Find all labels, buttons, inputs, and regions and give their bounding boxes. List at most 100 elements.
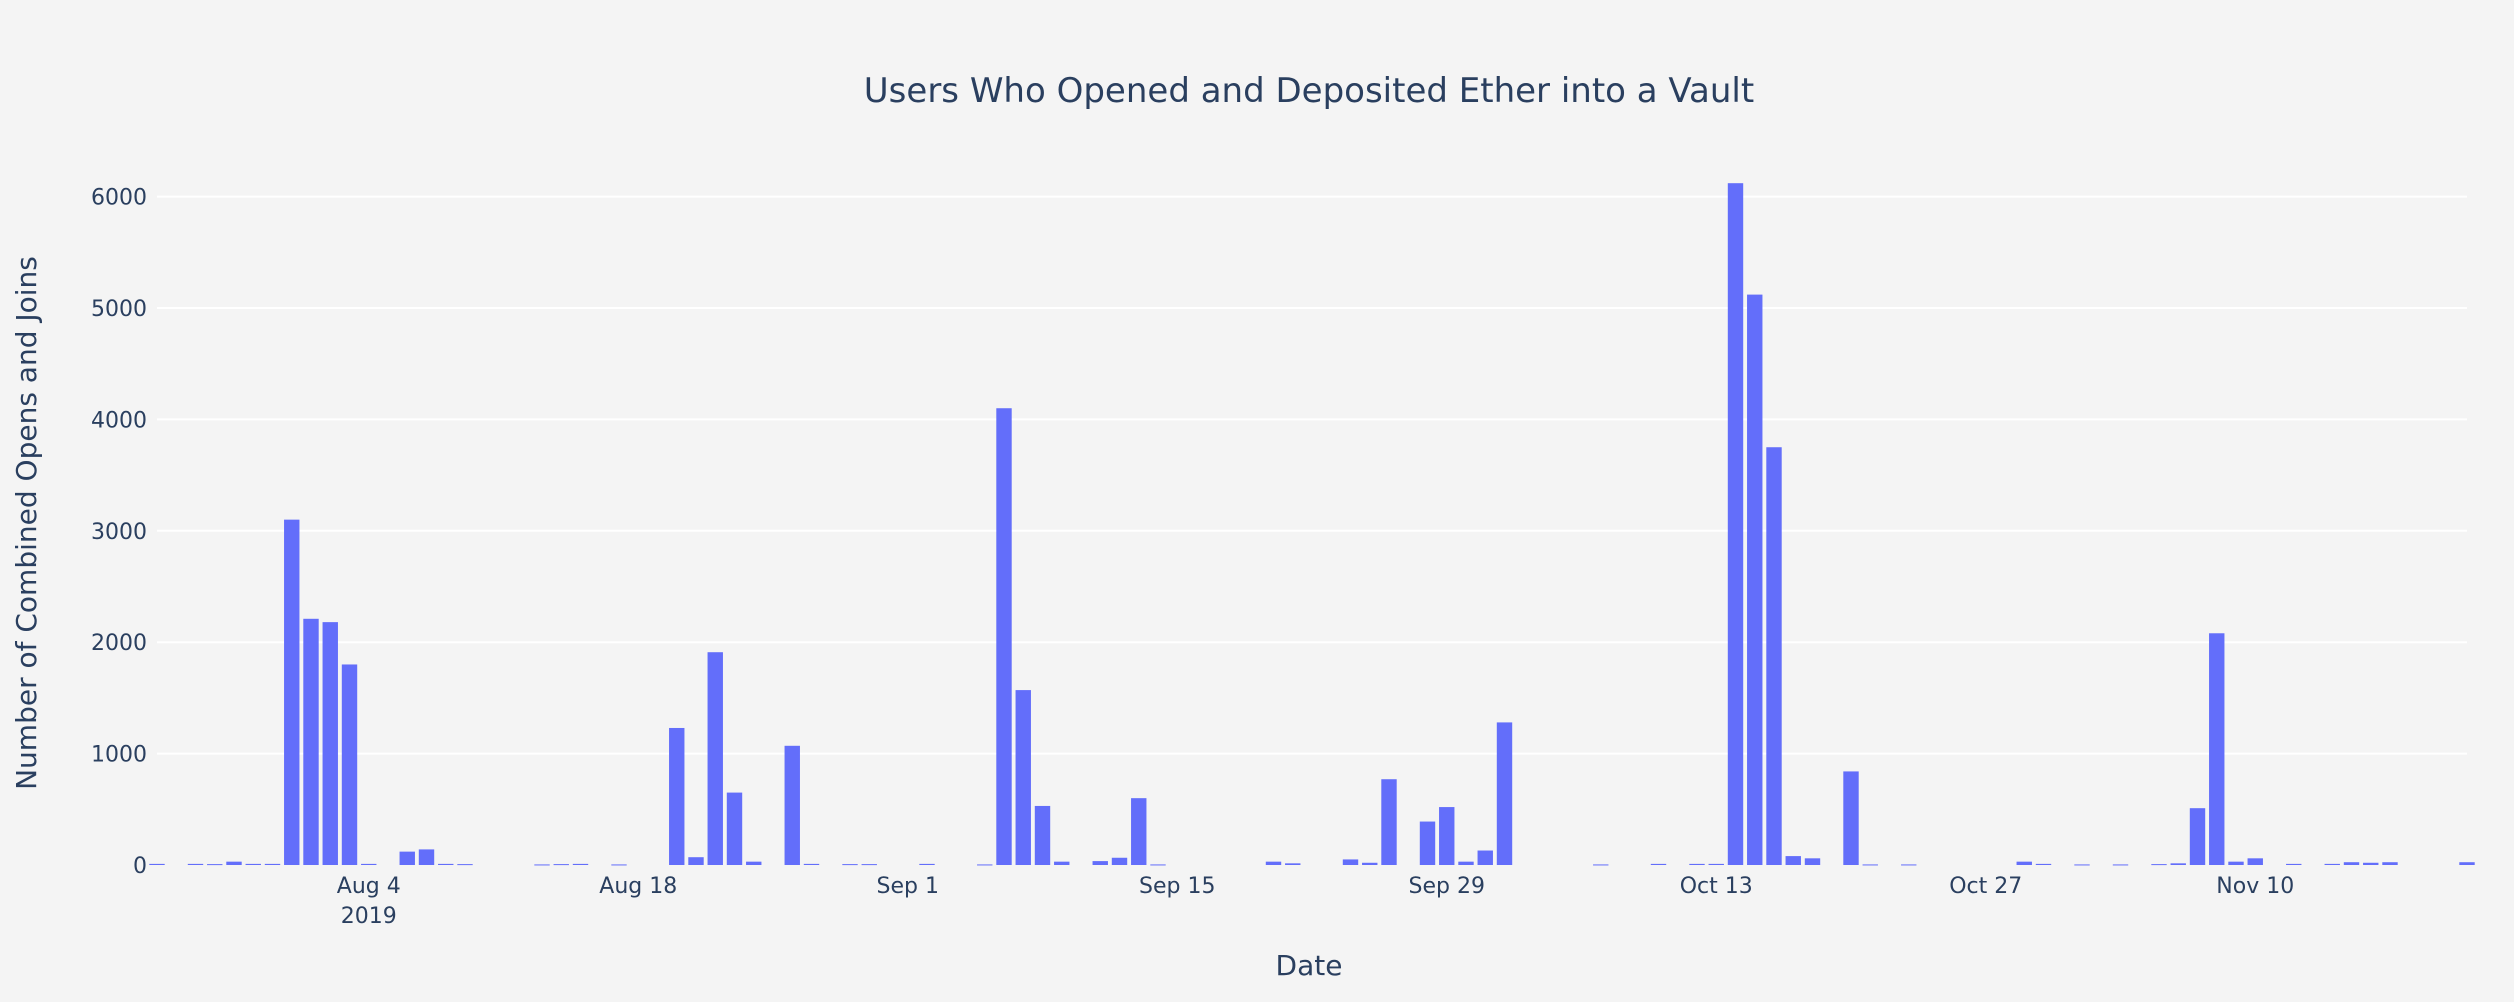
bar — [2151, 864, 2167, 866]
bar — [572, 863, 589, 865]
bar — [1054, 861, 1070, 865]
bar — [784, 745, 800, 865]
bar — [245, 863, 261, 865]
bar — [1593, 864, 1609, 866]
bar — [2189, 808, 2206, 865]
bar — [842, 864, 858, 866]
bar — [226, 861, 242, 865]
bar — [688, 857, 704, 865]
bar — [1477, 850, 1493, 865]
bar — [1285, 863, 1301, 865]
bar — [1804, 858, 1821, 865]
bar — [553, 864, 569, 866]
bar — [1015, 690, 1031, 865]
bar — [2324, 863, 2340, 865]
bar — [2074, 864, 2090, 866]
bar — [2363, 862, 2379, 865]
y-tick-label: 3000 — [91, 520, 147, 545]
bar — [1708, 863, 1724, 865]
bar — [207, 864, 223, 866]
bar — [726, 792, 743, 865]
y-axis-ticks: 0 1000 2000 3000 4000 5000 6000 — [91, 186, 147, 879]
bar — [919, 863, 935, 865]
bar — [1131, 798, 1147, 865]
bar — [534, 864, 550, 866]
bar — [1496, 722, 1513, 865]
bar — [977, 864, 993, 866]
y-tick-label: 5000 — [91, 297, 147, 322]
bar — [1034, 805, 1051, 865]
x-tick-label: Oct 27 — [1949, 874, 2022, 899]
x-axis-ticks: Aug 4 2019 Aug 18 Sep 1 Sep 15 Sep 29 Oct 13 Oc… — [337, 874, 2294, 929]
bar — [1265, 861, 1282, 865]
bar — [803, 863, 820, 865]
bar — [303, 618, 319, 865]
bar — [1862, 864, 1878, 866]
bar — [1458, 861, 1474, 865]
x-tick-label: Sep 15 — [1139, 874, 1215, 899]
x-tick-label: Sep 1 — [877, 874, 939, 899]
bar — [438, 863, 454, 865]
bar — [1689, 863, 1705, 865]
y-tick-label: 0 — [133, 854, 147, 879]
bar — [1362, 862, 1378, 865]
bar — [1747, 294, 1763, 866]
bar — [457, 864, 473, 866]
bar — [322, 622, 338, 865]
chart-title: Users Who Opened and Deposited Ether int… — [864, 71, 1754, 111]
bar — [2016, 861, 2032, 865]
y-tick-label: 4000 — [91, 408, 147, 433]
bar — [2228, 861, 2244, 865]
grid-lines — [157, 195, 2467, 755]
x-tick-label: Aug 4 — [337, 874, 401, 899]
bar — [1843, 771, 1859, 865]
bar — [1650, 863, 1667, 865]
bar — [1727, 183, 1744, 865]
bar — [2247, 858, 2263, 865]
bar — [1092, 861, 1108, 865]
y-tick-label: 1000 — [91, 743, 147, 768]
bar — [1901, 864, 1917, 866]
x-tick-label: Sep 29 — [1409, 874, 1485, 899]
bar — [1766, 447, 1782, 865]
bar — [1785, 856, 1801, 865]
x-tick-label: Oct 13 — [1680, 874, 1753, 899]
x-tick-sublabel: 2019 — [341, 904, 397, 929]
bar — [341, 664, 358, 865]
bar — [707, 652, 723, 865]
bar — [2286, 863, 2302, 865]
x-tick-label: Nov 10 — [2216, 874, 2294, 899]
bar — [2035, 863, 2052, 865]
bar — [361, 863, 377, 865]
bar — [1342, 859, 1359, 865]
bar — [1439, 807, 1455, 865]
bar — [1419, 821, 1436, 865]
bar — [187, 863, 204, 865]
bar — [2112, 864, 2129, 866]
bar — [1381, 779, 1397, 865]
bars — [149, 183, 2475, 866]
y-tick-label: 6000 — [91, 186, 147, 211]
bar — [861, 864, 877, 866]
bar — [2459, 862, 2475, 865]
x-tick-label: Aug 18 — [599, 874, 677, 899]
bar — [2170, 863, 2186, 865]
y-tick-label: 2000 — [91, 631, 147, 656]
bar — [399, 851, 415, 865]
bar — [1111, 857, 1128, 865]
y-axis-title: Number of Combined Opens and Joins — [10, 256, 43, 790]
bar — [1150, 864, 1166, 866]
bar — [611, 864, 627, 866]
bar — [2382, 862, 2398, 865]
bar — [264, 863, 281, 865]
bar — [2209, 633, 2225, 865]
bar — [2343, 862, 2360, 865]
bar — [284, 519, 300, 865]
x-axis-title: Date — [1276, 949, 1343, 982]
bar — [418, 849, 435, 865]
bar — [996, 408, 1012, 865]
bar — [149, 863, 165, 865]
bar — [746, 861, 762, 865]
